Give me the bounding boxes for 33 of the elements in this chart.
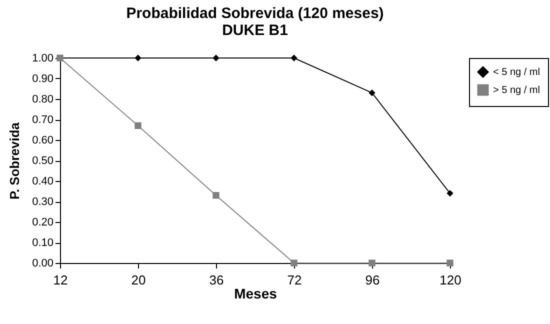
chart-title: Probabilidad Sobrevida (120 meses) bbox=[126, 5, 384, 22]
x-tick-label: 72 bbox=[287, 272, 302, 288]
point bbox=[368, 89, 376, 96]
y-tick-label: 0.40 bbox=[32, 176, 54, 188]
y-axis-title: P. Sobrevida bbox=[7, 122, 22, 200]
y-tick-label: 0.70 bbox=[32, 114, 54, 126]
chart-subtitle: DUKE B1 bbox=[222, 22, 288, 39]
legend-label: > 5 ng / ml bbox=[493, 85, 540, 96]
point bbox=[134, 54, 142, 62]
x-tick-label: 20 bbox=[131, 272, 146, 288]
point bbox=[212, 192, 220, 199]
point bbox=[368, 260, 376, 266]
point bbox=[290, 54, 298, 62]
legend-label: < 5 ng / ml bbox=[493, 67, 540, 78]
x-axis-title: Meses bbox=[234, 286, 278, 302]
y-tick-label: 0.60 bbox=[32, 134, 54, 146]
y-tick-label: 0.30 bbox=[32, 196, 54, 208]
y-tick-label: 1.00 bbox=[32, 52, 54, 64]
point bbox=[446, 190, 454, 197]
y-tick-label: 0.10 bbox=[32, 237, 54, 249]
point bbox=[446, 260, 454, 266]
y-tick-label: 0.90 bbox=[32, 73, 54, 85]
y-tick-label: 0.50 bbox=[32, 155, 54, 167]
x-tick-label: 96 bbox=[365, 272, 380, 288]
y-tick-label: 0.80 bbox=[32, 94, 54, 106]
point bbox=[212, 54, 220, 62]
x-tick-label: 12 bbox=[53, 272, 68, 288]
x-tick-label: 36 bbox=[209, 272, 224, 288]
point bbox=[290, 260, 298, 266]
x-tick-label: 120 bbox=[440, 272, 462, 288]
y-tick-label: 0.00 bbox=[32, 258, 54, 270]
y-tick-label: 0.20 bbox=[32, 216, 54, 228]
point bbox=[134, 122, 142, 130]
